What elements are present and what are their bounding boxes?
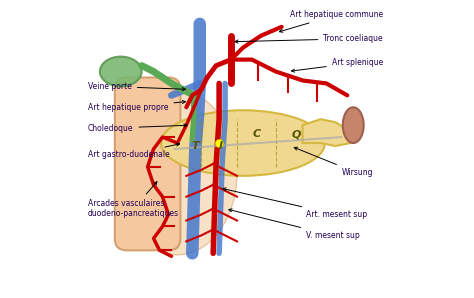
Text: Art hepatique commune: Art hepatique commune xyxy=(280,10,383,32)
Ellipse shape xyxy=(161,110,325,176)
Text: Choledoque: Choledoque xyxy=(88,124,187,133)
Text: Arcades vasculaires
duodeno-pancreatiques: Arcades vasculaires duodeno-pancreatique… xyxy=(88,182,179,218)
Text: T: T xyxy=(191,141,199,151)
Text: Art hepatique propre: Art hepatique propre xyxy=(88,100,185,112)
FancyBboxPatch shape xyxy=(115,77,181,250)
Ellipse shape xyxy=(100,57,142,86)
Text: Veine porte: Veine porte xyxy=(88,82,185,91)
Text: Q: Q xyxy=(292,129,301,139)
Ellipse shape xyxy=(118,91,237,255)
Text: I: I xyxy=(219,141,223,151)
Text: Art. mesent sup: Art. mesent sup xyxy=(223,188,367,219)
Polygon shape xyxy=(302,119,350,146)
Text: Tronc coeliaque: Tronc coeliaque xyxy=(235,34,383,43)
Text: C: C xyxy=(252,129,260,139)
Text: Wirsung: Wirsung xyxy=(294,147,373,177)
Text: V. mesent sup: V. mesent sup xyxy=(229,209,359,240)
Text: Art splenique: Art splenique xyxy=(292,58,383,72)
Text: Art gastro-duodenale: Art gastro-duodenale xyxy=(88,143,180,159)
Ellipse shape xyxy=(343,107,364,143)
